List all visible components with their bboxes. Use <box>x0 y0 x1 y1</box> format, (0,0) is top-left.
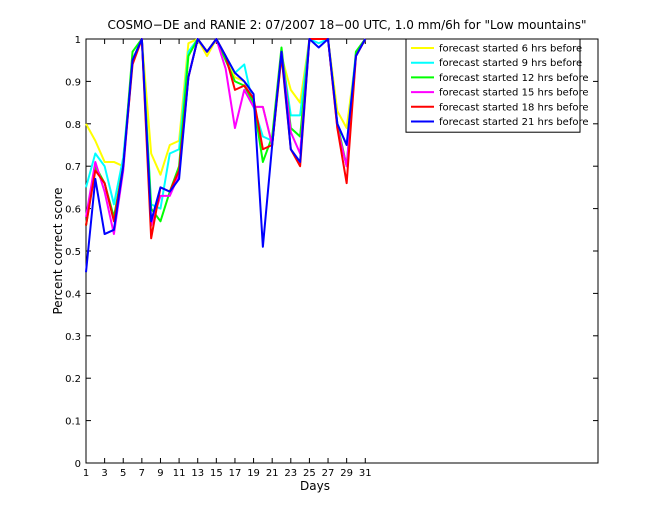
legend-label: forecast started 18 hrs before <box>439 102 589 113</box>
x-tick-label: 1 <box>83 468 89 479</box>
legend-label: forecast started 21 hrs before <box>439 117 589 128</box>
y-tick-label: 0 <box>75 459 81 470</box>
x-tick-label: 7 <box>139 468 145 479</box>
x-tick-label: 3 <box>101 468 107 479</box>
x-tick-label: 19 <box>247 468 260 479</box>
legend-label: forecast started 9 hrs before <box>439 58 582 69</box>
y-tick-label: 1 <box>75 35 81 46</box>
x-tick-label: 23 <box>284 468 297 479</box>
y-axis-label: Percent correct score <box>51 187 65 314</box>
series-lines <box>85 38 367 273</box>
chart-title: COSMO−DE and RANIE 2: 07/2007 18−00 UTC,… <box>108 18 587 32</box>
x-tick-label: 25 <box>303 468 316 479</box>
x-tick-label: 15 <box>210 468 223 479</box>
x-tick-label: 27 <box>322 468 335 479</box>
y-tick-label: 0.3 <box>65 332 81 343</box>
y-tick-label: 0.2 <box>65 374 81 385</box>
y-tick-label: 0.8 <box>65 120 81 131</box>
legend-box <box>405 38 581 133</box>
x-tick-label: 11 <box>173 468 186 479</box>
legend-label: forecast started 12 hrs before <box>439 73 589 84</box>
legend-label: forecast started 15 hrs before <box>439 88 589 99</box>
y-tick-label: 0.1 <box>65 417 81 428</box>
x-tick-label: 13 <box>191 468 204 479</box>
series-line-6 <box>85 38 367 273</box>
x-axis-label: Days <box>300 479 330 493</box>
legend: forecast started 6 hrs before forecast st… <box>405 38 589 133</box>
x-tick-label: 21 <box>266 468 279 479</box>
y-tick-label: 0.4 <box>65 289 81 300</box>
x-tick-label: 17 <box>229 468 242 479</box>
y-tick-label: 0.7 <box>65 162 81 173</box>
legend-label: forecast started 6 hrs before <box>439 44 582 55</box>
y-tick-label: 0.9 <box>65 77 81 88</box>
x-tick-label: 29 <box>340 468 353 479</box>
x-tick-label: 9 <box>157 468 163 479</box>
x-tick-label: 5 <box>120 468 126 479</box>
y-tick-label: 0.6 <box>65 205 81 216</box>
y-tick-label: 0.5 <box>65 247 81 258</box>
x-tick-label: 31 <box>359 468 372 479</box>
